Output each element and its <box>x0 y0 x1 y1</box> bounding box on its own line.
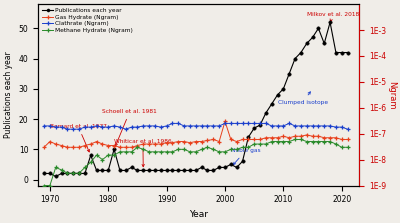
Publications each year <box>53 175 58 178</box>
Publications each year <box>345 51 350 54</box>
Clathrate (Ngram) <box>170 122 175 125</box>
Legend: Publications each year, Gas Hydrate (Ngram), Clathrate (Ngram), Methane Hydrate : Publications each year, Gas Hydrate (Ngr… <box>41 7 134 34</box>
Text: Bernard et al. 1977: Bernard et al. 1977 <box>50 124 107 152</box>
Publications each year <box>222 166 227 169</box>
Clathrate (Ngram) <box>287 122 292 125</box>
Gas Hydrate (Ngram) <box>316 135 321 138</box>
Text: Clumped isotope: Clumped isotope <box>278 92 328 105</box>
Methane Hydrate (Ngram) <box>316 140 321 143</box>
Y-axis label: Ngram: Ngram <box>387 81 396 109</box>
Gas Hydrate (Ngram) <box>240 138 245 141</box>
Y-axis label: Publications each year: Publications each year <box>4 52 13 138</box>
Publications each year <box>240 160 245 163</box>
Text: Whiticar et al. 1986: Whiticar et al. 1986 <box>114 139 172 167</box>
Line: Methane Hydrate (Ngram): Methane Hydrate (Ngram) <box>42 137 350 188</box>
Methane Hydrate (Ngram) <box>275 140 280 143</box>
Publications each year <box>228 163 233 166</box>
Text: Milkov et al. 2018: Milkov et al. 2018 <box>307 12 359 21</box>
Publications each year <box>246 136 251 138</box>
Gas Hydrate (Ngram) <box>345 138 350 141</box>
Line: Gas Hydrate (Ngram): Gas Hydrate (Ngram) <box>42 119 350 149</box>
Text: Noble gas: Noble gas <box>231 148 260 165</box>
Publications each year <box>328 21 332 24</box>
Clathrate (Ngram) <box>345 128 350 130</box>
Gas Hydrate (Ngram) <box>222 120 227 123</box>
Line: Clathrate (Ngram): Clathrate (Ngram) <box>42 121 350 131</box>
Publications each year <box>281 87 286 90</box>
Text: Schoell et al. 1981: Schoell et al. 1981 <box>102 109 157 146</box>
Methane Hydrate (Ngram) <box>217 151 222 153</box>
Methane Hydrate (Ngram) <box>345 146 350 149</box>
Methane Hydrate (Ngram) <box>123 151 128 153</box>
Publications each year <box>42 172 46 175</box>
Methane Hydrate (Ngram) <box>293 138 298 141</box>
Clathrate (Ngram) <box>42 125 46 127</box>
Gas Hydrate (Ngram) <box>123 146 128 149</box>
Gas Hydrate (Ngram) <box>281 135 286 138</box>
Methane Hydrate (Ngram) <box>234 148 239 151</box>
Clathrate (Ngram) <box>234 122 239 125</box>
Line: Publications each year: Publications each year <box>42 21 349 178</box>
Gas Hydrate (Ngram) <box>42 146 46 149</box>
Clathrate (Ngram) <box>129 126 134 128</box>
Publications each year <box>129 166 134 169</box>
Methane Hydrate (Ngram) <box>222 151 227 153</box>
Gas Hydrate (Ngram) <box>228 138 233 141</box>
Gas Hydrate (Ngram) <box>217 140 222 143</box>
Clathrate (Ngram) <box>246 122 251 125</box>
Clathrate (Ngram) <box>65 128 70 130</box>
Methane Hydrate (Ngram) <box>42 184 46 187</box>
Clathrate (Ngram) <box>252 122 256 125</box>
Clathrate (Ngram) <box>228 122 233 125</box>
X-axis label: Year: Year <box>189 210 208 219</box>
